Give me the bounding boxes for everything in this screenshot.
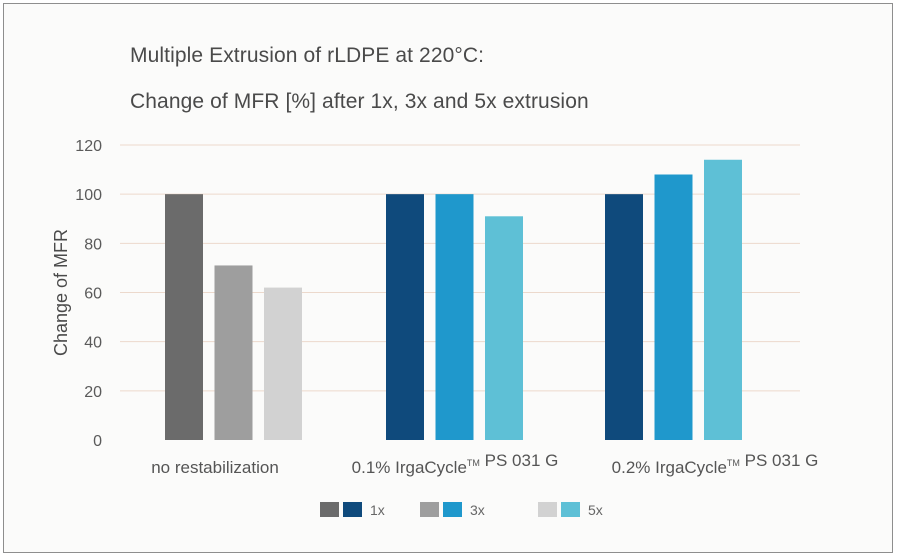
x-category-label: 0.1% IrgaCycleTM PS 031 G	[352, 451, 559, 477]
bar	[386, 194, 424, 440]
bar	[485, 216, 523, 440]
legend-swatch	[561, 502, 580, 517]
bar	[654, 174, 693, 440]
bar	[704, 159, 742, 440]
bar	[214, 265, 253, 440]
y-tick-label: 100	[75, 187, 102, 204]
legend-label: 1x	[370, 502, 385, 518]
bar	[165, 194, 203, 440]
y-tick-label: 120	[75, 138, 102, 155]
bar	[435, 194, 474, 440]
y-axis-label: Change of MFR	[51, 229, 71, 356]
y-tick-label: 80	[84, 236, 102, 253]
legend-swatch	[320, 502, 339, 517]
bar	[605, 194, 643, 440]
y-tick-label: 60	[84, 286, 102, 303]
legend-swatch	[343, 502, 362, 517]
y-tick-label: 20	[84, 384, 102, 401]
x-category-label: no restabilization	[151, 458, 279, 477]
legend-swatch	[443, 502, 462, 517]
x-category-label: 0.2% IrgaCycleTM PS 031 G	[612, 451, 819, 477]
chart-title: Multiple Extrusion of rLDPE at 220°C:	[130, 44, 485, 67]
bar	[264, 287, 302, 440]
legend-swatch	[420, 502, 439, 517]
y-tick-label: 40	[84, 335, 102, 352]
y-tick-label: 0	[93, 433, 102, 450]
legend-label: 3x	[470, 502, 485, 518]
legend-label: 5x	[588, 502, 603, 518]
legend-swatch	[538, 502, 557, 517]
chart-subtitle: Change of MFR [%] after 1x, 3x and 5x ex…	[130, 90, 589, 113]
